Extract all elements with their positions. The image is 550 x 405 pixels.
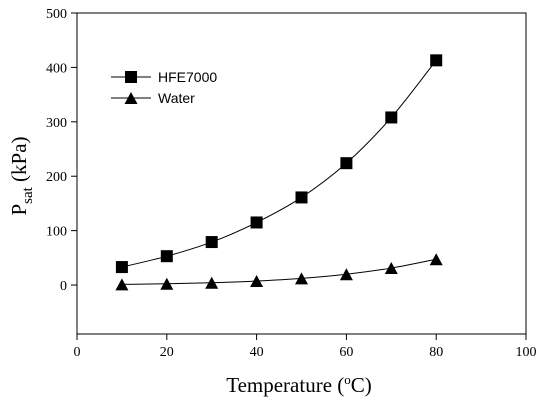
tick-labels: 0 20 40 60 80 100 0 100 200 300 400 500: [46, 7, 537, 360]
legend-marker: [124, 92, 138, 104]
legend-label: HFE7000: [158, 69, 217, 85]
plot-frame: [76, 12, 527, 335]
y-tick-label: 200: [46, 170, 67, 185]
axes: [76, 12, 527, 335]
y-tick-label: 0: [60, 279, 67, 294]
data-point: [429, 253, 443, 266]
data-point: [430, 54, 443, 67]
data-point: [384, 262, 398, 275]
data-point: [250, 275, 264, 288]
data-point: [160, 250, 173, 263]
x-tick-label: 20: [160, 345, 174, 360]
x-tick-label: 80: [429, 345, 443, 360]
tick-marks: [71, 12, 527, 340]
data-point: [250, 216, 263, 229]
data-point: [205, 236, 218, 249]
series: [115, 54, 443, 291]
legend-marker: [125, 71, 137, 83]
legend-entry: HFE7000: [111, 69, 217, 85]
x-tick-label: 60: [339, 345, 353, 360]
x-tick-label: 0: [74, 345, 81, 360]
legend-entry: Water: [111, 90, 195, 106]
data-point: [115, 261, 128, 274]
data-point: [339, 268, 353, 281]
y-axis-title: Psat (kPa): [7, 136, 36, 215]
x-tick-label: 100: [516, 345, 537, 360]
series-water: [115, 253, 443, 291]
series-hfe7000: [115, 54, 443, 274]
x-tick-label: 40: [250, 345, 264, 360]
data-point: [385, 111, 398, 124]
legend-label: Water: [158, 90, 195, 106]
legend: HFE7000 Water: [111, 69, 217, 106]
data-point: [115, 278, 129, 291]
data-point: [160, 277, 174, 290]
data-point: [295, 191, 308, 204]
data-point: [340, 157, 353, 170]
y-tick-label: 300: [46, 116, 67, 131]
y-tick-label: 500: [46, 7, 67, 22]
series-line: [121, 258, 437, 285]
x-axis-title: Temperature (oC): [226, 372, 372, 397]
data-point: [295, 272, 308, 285]
y-tick-label: 100: [46, 225, 67, 240]
data-point: [205, 276, 219, 289]
y-tick-label: 400: [46, 61, 67, 76]
